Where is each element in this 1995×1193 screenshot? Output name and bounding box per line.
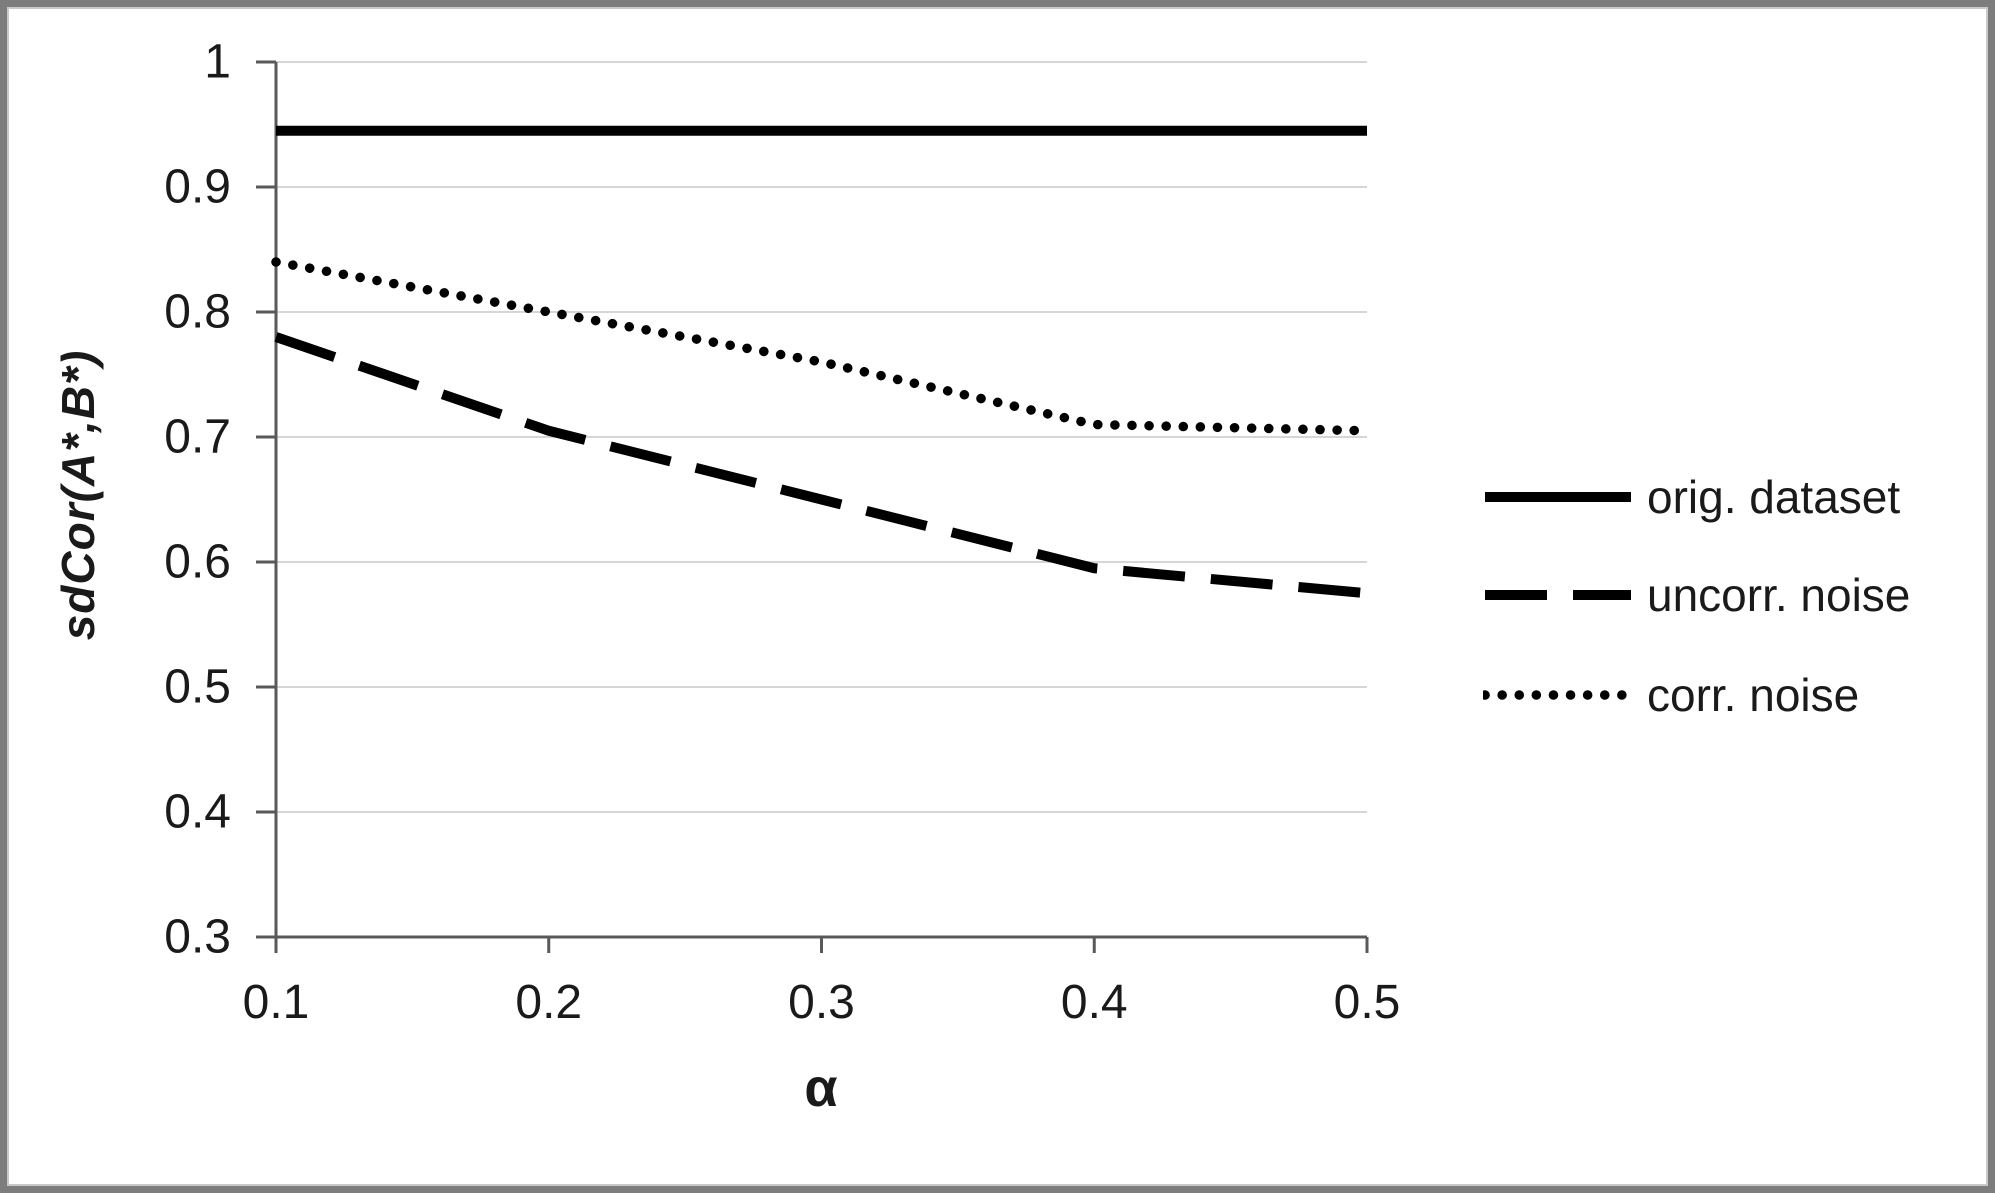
x-tick-label: 0.1: [242, 976, 310, 1029]
x-tick-label: 0.4: [1060, 976, 1128, 1029]
legend-key-dashed-line-icon: [1485, 590, 1631, 600]
y-tick-label: 0.9: [164, 160, 231, 214]
legend-item-dashed: uncorr. noise: [1483, 568, 1910, 622]
y-tick-label: 0.8: [164, 285, 231, 339]
legend-label: orig. dataset: [1647, 471, 1901, 523]
x-tick-label: 0.5: [1333, 976, 1401, 1029]
legend-item-dotted: corr. noise: [1483, 668, 1859, 722]
y-tick-label: 0.3: [164, 910, 231, 964]
y-tick-label: 0.6: [164, 535, 231, 589]
series-line-dashed: [274, 332, 1368, 599]
series-line-dotted: [271, 257, 1372, 436]
legend-key-solid-line-icon: [1485, 492, 1631, 502]
y-axis-title: sdCor(A*,B*): [52, 349, 104, 641]
legend-label: corr. noise: [1647, 669, 1860, 721]
legend-label: uncorr. noise: [1647, 569, 1911, 621]
y-tick-label: 0.5: [164, 660, 231, 714]
x-axis-title: α: [804, 1058, 838, 1118]
y-tick-label: 0.7: [164, 410, 231, 464]
x-tick-label: 0.2: [515, 976, 583, 1029]
y-tick-label: 0.4: [164, 785, 231, 839]
legend-key-dotted-line-icon: [1483, 690, 1633, 700]
legend-item-solid: orig. dataset: [1483, 470, 1900, 524]
x-tick-label: 0.3: [788, 976, 855, 1029]
y-tick-label: 1: [204, 35, 231, 89]
